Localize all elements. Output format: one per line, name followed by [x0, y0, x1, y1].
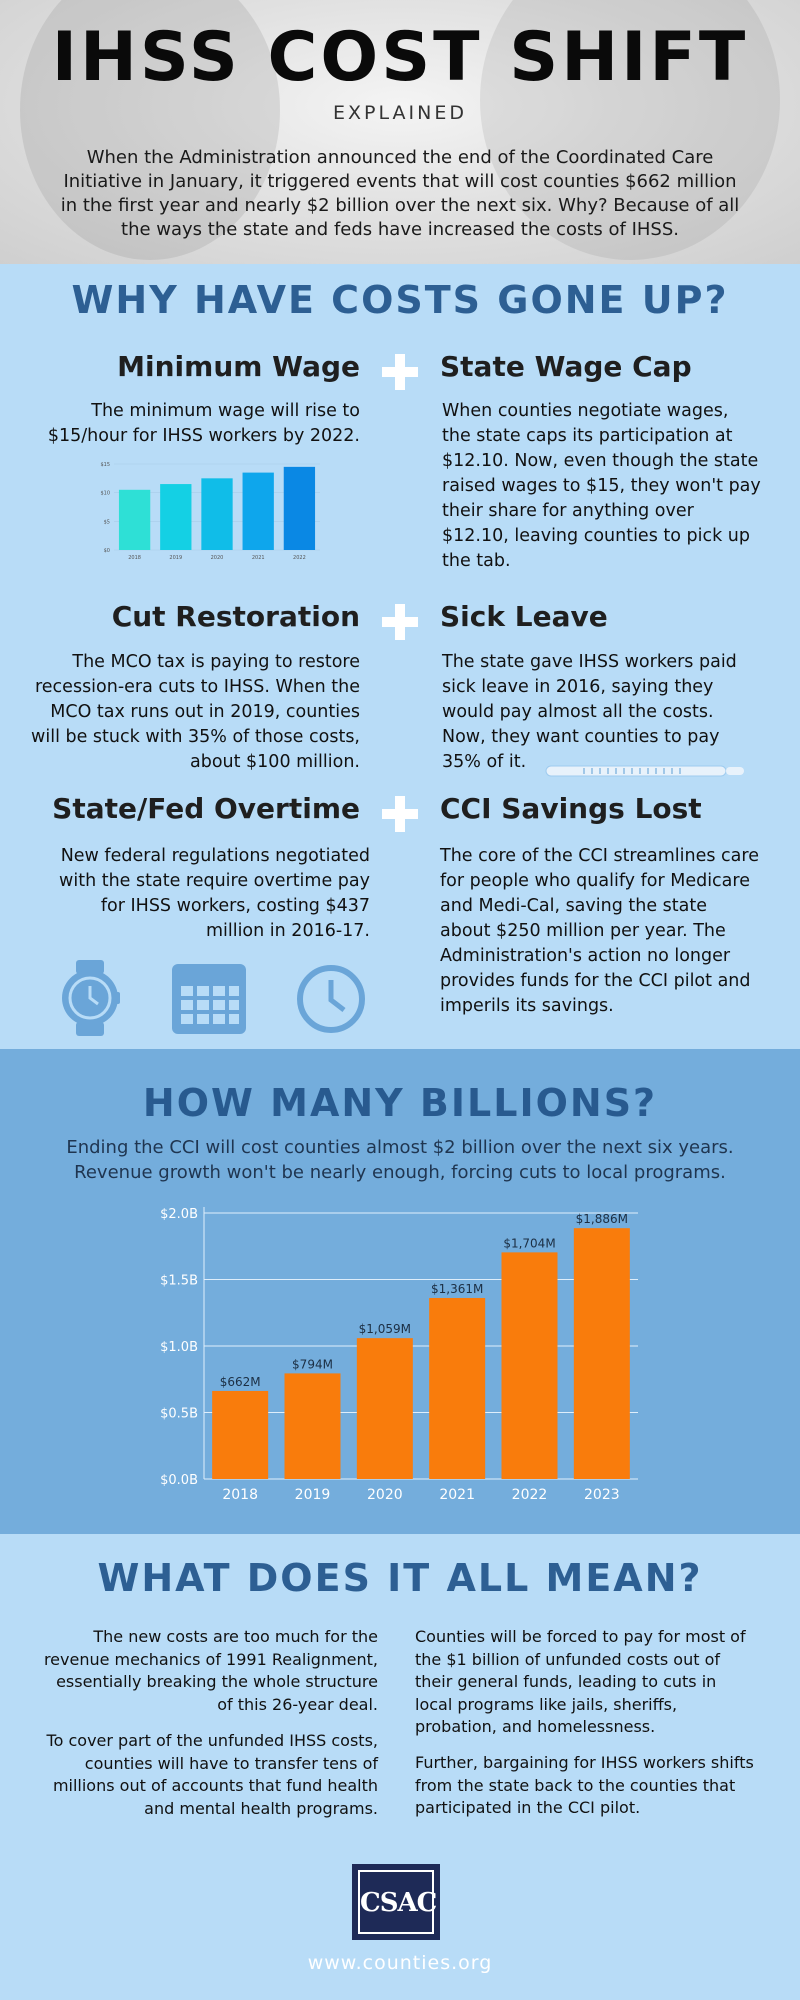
bar	[201, 478, 233, 550]
bar	[356, 1338, 413, 1479]
x-tick-label: 2020	[367, 1487, 403, 1503]
y-tick-label: $1.5B	[160, 1274, 198, 1289]
bar	[573, 1228, 630, 1479]
bar	[118, 489, 151, 550]
y-tick-label: $15	[100, 462, 110, 468]
data-label: $662M	[220, 1375, 261, 1389]
x-tick-label: 2018	[222, 1487, 258, 1503]
x-tick-label: 2019	[295, 1487, 331, 1503]
footer-link[interactable]: www.counties.org	[307, 1952, 493, 1974]
header-background-photo-shade	[480, 0, 780, 260]
meaning-heading: WHAT DOES IT ALL MEAN?	[97, 1556, 703, 1600]
x-tick-label: 2022	[293, 555, 306, 561]
x-tick-label: 2020	[211, 555, 224, 561]
data-label: $1,886M	[576, 1212, 628, 1226]
bar	[212, 1390, 269, 1479]
cci-savings-lost-title: CCI Savings Lost	[440, 792, 702, 825]
thermometer-icon	[545, 765, 744, 777]
state-wage-cap-text: When counties negotiate wages, the state…	[442, 401, 761, 571]
meaning-paragraph: To cover part of the unfunded IHSS costs…	[46, 1731, 378, 1818]
bar	[160, 484, 192, 550]
bar	[501, 1252, 558, 1479]
minimum-wage-chart: $15 $10 $5 $0 2018 2019 2020 2021 2022	[100, 462, 320, 561]
minimum-wage-text: The minimum wage will rise to $15/hour f…	[47, 401, 360, 446]
data-label: $1,059M	[359, 1322, 411, 1336]
sick-leave-text: The state gave IHSS workers paid sick le…	[442, 652, 737, 772]
meaning-paragraph: Further, bargaining for IHSS workers shi…	[415, 1753, 754, 1817]
page-title: IHSS COST SHIFT	[51, 18, 749, 97]
x-tick-label: 2022	[512, 1487, 548, 1503]
x-tick-label: 2023	[584, 1487, 620, 1503]
bar	[283, 466, 316, 550]
sick-leave-title: Sick Leave	[440, 600, 608, 633]
header-background-photo	[20, 0, 280, 260]
y-tick-label: $10	[100, 491, 110, 497]
watch-icon	[62, 960, 120, 1036]
plus-icon	[382, 604, 418, 640]
calendar-icon	[172, 964, 246, 1034]
y-tick-label: $5	[104, 519, 110, 525]
state-wage-cap-title: State Wage Cap	[440, 350, 692, 383]
bar	[242, 472, 274, 550]
plus-icon	[382, 354, 418, 390]
bar	[284, 1373, 341, 1479]
minimum-wage-title: Minimum Wage	[117, 350, 360, 383]
bar	[429, 1297, 486, 1479]
y-tick-label: $2.0B	[160, 1207, 198, 1222]
clock-icon	[297, 965, 365, 1033]
cost-chart: $2.0B $1.5B $1.0B $0.5B $0.0B $662M 2018 $794M 2…	[160, 1207, 638, 1503]
billions-section: HOW MANY BILLIONS? Ending the CCI will c…	[0, 1049, 800, 1534]
csac-logo[interactable]: CSAC	[352, 1864, 440, 1940]
y-tick-label: $0	[104, 548, 110, 554]
cut-restoration-text: The MCO tax is paying to restore recessi…	[31, 652, 360, 772]
y-tick-label: $1.0B	[160, 1340, 198, 1355]
meaning-paragraph: The new costs are too much for the reven…	[43, 1627, 378, 1714]
billions-heading: HOW MANY BILLIONS?	[142, 1081, 658, 1125]
x-tick-label: 2021	[439, 1487, 475, 1503]
x-tick-label: 2019	[169, 555, 182, 561]
why-section: WHY HAVE COSTS GONE UP? Minimum Wage Sta…	[0, 264, 800, 1049]
y-tick-label: $0.5B	[160, 1407, 198, 1422]
csac-logo-text: CSAC	[358, 1870, 437, 1934]
overtime-text: New federal regulations negotiated with …	[59, 846, 370, 941]
x-tick-label: 2018	[128, 555, 141, 561]
page-subtitle: EXPLAINED	[333, 102, 467, 124]
meaning-paragraph: Counties will be forced to pay for most …	[415, 1627, 746, 1736]
cut-restoration-title: Cut Restoration	[111, 600, 360, 633]
y-tick-label: $0.0B	[160, 1473, 198, 1488]
header: IHSS COST SHIFT EXPLAINED When the Admin…	[0, 0, 800, 264]
x-tick-label: 2021	[252, 555, 265, 561]
meaning-section: WHAT DOES IT ALL MEAN? The new costs are…	[0, 1534, 800, 2000]
data-label: $794M	[292, 1357, 333, 1371]
why-heading: WHY HAVE COSTS GONE UP?	[71, 278, 729, 322]
plus-icon	[382, 796, 418, 832]
data-label: $1,361M	[431, 1282, 483, 1296]
billions-text: Ending the CCI will cost counties almost…	[66, 1137, 734, 1183]
cci-savings-lost-text: The core of the CCI streamlines care for…	[440, 846, 759, 1016]
data-label: $1,704M	[503, 1236, 555, 1250]
intro-text: When the Administration announced the en…	[60, 147, 740, 240]
overtime-title: State/Fed Overtime	[52, 792, 360, 825]
